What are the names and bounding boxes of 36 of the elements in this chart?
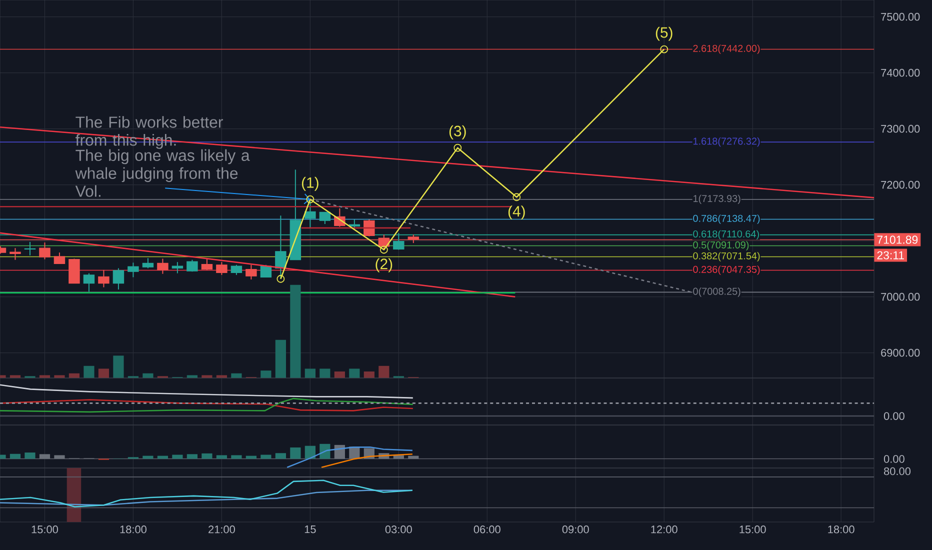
- text: 0.00: [884, 412, 904, 420]
- ref-line-label: 0.786(7138.47): [693, 214, 760, 224]
- ref-line-label: 0(7008.25): [693, 288, 740, 297]
- x-tick-label: 18:00: [120, 526, 146, 534]
- ref-line-label: 7101.89: [877, 236, 918, 244]
- text: 80.00: [884, 467, 911, 476]
- y-tick-label: 7000.00: [881, 292, 920, 301]
- annotation: (4): [508, 206, 525, 220]
- annotation: (1): [302, 176, 318, 191]
- y-tick-label: 7300.00: [881, 124, 920, 133]
- x-tick-label: 18:00: [828, 526, 854, 534]
- annotation: The big one was likely a whale judging from the Vol.: [75, 149, 250, 197]
- x-tick-label: 06:00: [474, 526, 500, 534]
- x-tick-label: 21:00: [208, 526, 235, 534]
- y-tick-label: 7200.00: [881, 180, 920, 189]
- ref-line-label: 0.5(7091.09): [693, 241, 749, 250]
- ref-line-label: 1.618(7276.32): [694, 137, 760, 147]
- x-tick-label: 03:00: [385, 526, 412, 534]
- y-tick-label: 6900.00: [881, 348, 920, 357]
- annotation: (2): [376, 258, 392, 272]
- text: 0.00: [884, 455, 904, 463]
- y-tick-label: 7500.00: [881, 12, 920, 21]
- x-tick-label: 09:00: [562, 526, 589, 534]
- ref-line-label: 0.382(7071.54): [693, 252, 760, 262]
- ref-line-label: 1(7173.93): [694, 194, 740, 204]
- x-tick-label: 15:00: [32, 526, 58, 534]
- x-tick-label: 15:00: [740, 526, 766, 534]
- annotation: (5): [656, 26, 672, 41]
- ref-line-label: 0.618(7110.64): [693, 230, 759, 240]
- ref-line-label: 0.236(7047.35): [693, 266, 760, 275]
- ref-line-label: 2.618(7442.00): [693, 44, 760, 54]
- x-tick-label: 12:00: [651, 526, 678, 534]
- y-tick-label: 7400.00: [881, 68, 920, 77]
- text: 23:11: [877, 251, 904, 260]
- annotation: (3): [449, 125, 466, 140]
- x-tick-label: 15: [304, 526, 316, 534]
